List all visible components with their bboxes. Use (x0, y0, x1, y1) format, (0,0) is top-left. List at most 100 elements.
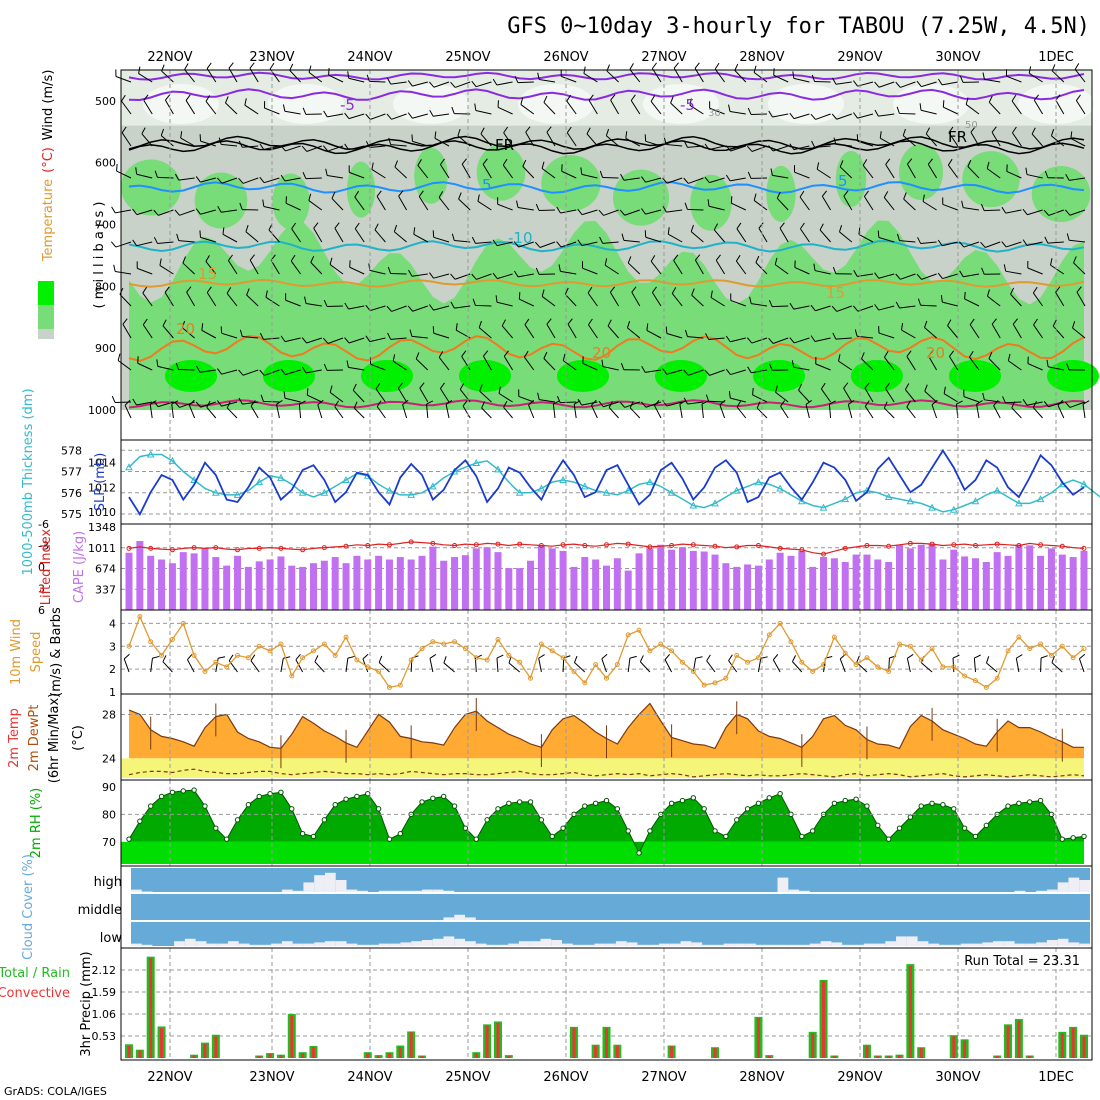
lifted-index-marker (495, 541, 501, 547)
wind-barb (987, 295, 1001, 307)
wind-barb (119, 294, 132, 307)
wind-barb (899, 240, 916, 243)
wind-barb (687, 145, 704, 148)
cloud-clear-cell (141, 944, 153, 946)
wind-barb-feather (164, 286, 170, 293)
wind-barb (843, 388, 853, 403)
wind-barb-feather (752, 387, 754, 396)
wind-barb-feather (864, 400, 870, 407)
wind-barb-feather (1011, 126, 1017, 134)
wind-speed-marker (1027, 646, 1033, 652)
precip-tick: 1.59 (92, 986, 117, 999)
wind-barb (883, 407, 895, 419)
wind-barb (838, 360, 853, 371)
wind-barb-feather (753, 193, 757, 201)
wind-barb-feather (408, 269, 413, 277)
wind-barb (753, 72, 768, 83)
cloud-clear-cell (454, 914, 466, 920)
wind-barb-feather (174, 401, 180, 408)
precip-convective-bar (865, 1045, 869, 1058)
wind-speed-marker (549, 648, 555, 654)
wind-barb (221, 177, 238, 184)
wind-barb (814, 337, 831, 342)
wind-barb-feather (325, 168, 328, 176)
cloud-clear-cell (788, 944, 800, 946)
wind-barb-feather (371, 162, 374, 170)
wind-barb-feather (627, 256, 632, 264)
date-label-bottom: 24NOV (347, 1070, 392, 1085)
wind-barb (587, 324, 598, 339)
wind-barb-feather (492, 239, 498, 246)
wind-barb (878, 237, 895, 243)
wind-barb-feather (132, 398, 137, 406)
wind-barb-feather (580, 167, 583, 175)
wind-barb-feather (1046, 359, 1049, 367)
cape-bar (234, 555, 242, 610)
wind-barb-feather (811, 74, 816, 82)
rh-saturated-core (655, 360, 707, 392)
wind-barb-feather (365, 140, 370, 148)
wind-barb (947, 164, 959, 179)
wind-barb (927, 164, 938, 179)
lifted-index-marker (1038, 542, 1044, 548)
isotherms (128, 71, 1085, 409)
lifted-index-marker (712, 543, 718, 549)
wind-speed-marker (614, 662, 620, 668)
wind-barb-feather (458, 192, 462, 200)
wind-barb-feather (387, 266, 392, 274)
wind-barb (976, 404, 980, 419)
cloud-clear-cell (411, 941, 422, 946)
wind-barb (993, 405, 1001, 419)
wind-barb (158, 209, 174, 216)
wind-barb (433, 305, 450, 311)
wind-barb (1011, 100, 1022, 115)
cloud-clear-cell (443, 936, 455, 946)
wind-barb-feather (226, 401, 231, 409)
wind-barb-feather (450, 273, 456, 280)
wind-barb (1012, 323, 1022, 339)
wind-barb-feather (302, 171, 307, 179)
surface-wind-barb-feather (1051, 655, 1055, 663)
thickness-marker (407, 490, 416, 498)
wind-barb (121, 132, 132, 147)
wind-barb-feather (239, 202, 243, 210)
thickness-marker (776, 484, 784, 492)
wind-barb (1051, 135, 1065, 147)
wind-barb (793, 77, 810, 83)
wind-barb (645, 177, 662, 183)
wind-tick: 4 (109, 617, 116, 630)
wind-barb (317, 404, 323, 419)
wind-barb (687, 336, 704, 339)
cloud-clear-cell (465, 941, 476, 946)
date-label-bottom: 26NOV (543, 1070, 588, 1085)
precip-convective-bar (203, 1043, 207, 1058)
wind-barb (645, 236, 662, 243)
wind-speed-marker (289, 673, 295, 679)
lifted-index-marker (560, 542, 566, 548)
wind-barb (354, 196, 365, 211)
rh-marker (668, 800, 675, 807)
wind-barb (200, 177, 216, 183)
wind-barb (285, 369, 301, 376)
rh-moist-region (129, 220, 1084, 410)
wind-barb-feather (498, 386, 501, 394)
wind-speed-marker (386, 684, 392, 690)
cape-bar (765, 559, 773, 610)
cape-bar (353, 555, 361, 610)
wind-barb-feather (365, 335, 371, 342)
wind-barb (1026, 241, 1043, 246)
wind-barb-feather (556, 396, 561, 403)
cape-bar (342, 563, 350, 610)
wind-barb (541, 296, 556, 307)
precip-convective-bar (420, 1055, 424, 1058)
wind-barb-feather (440, 158, 445, 165)
rh-saturated-core (1047, 360, 1099, 392)
wind-barb-feather (206, 286, 212, 293)
precip-convective-bar (214, 1036, 218, 1058)
rh-marker (169, 789, 176, 795)
wind-barb-feather (916, 273, 922, 280)
cloud-clear-cell (1003, 941, 1015, 946)
wind-barb-feather (710, 290, 713, 298)
